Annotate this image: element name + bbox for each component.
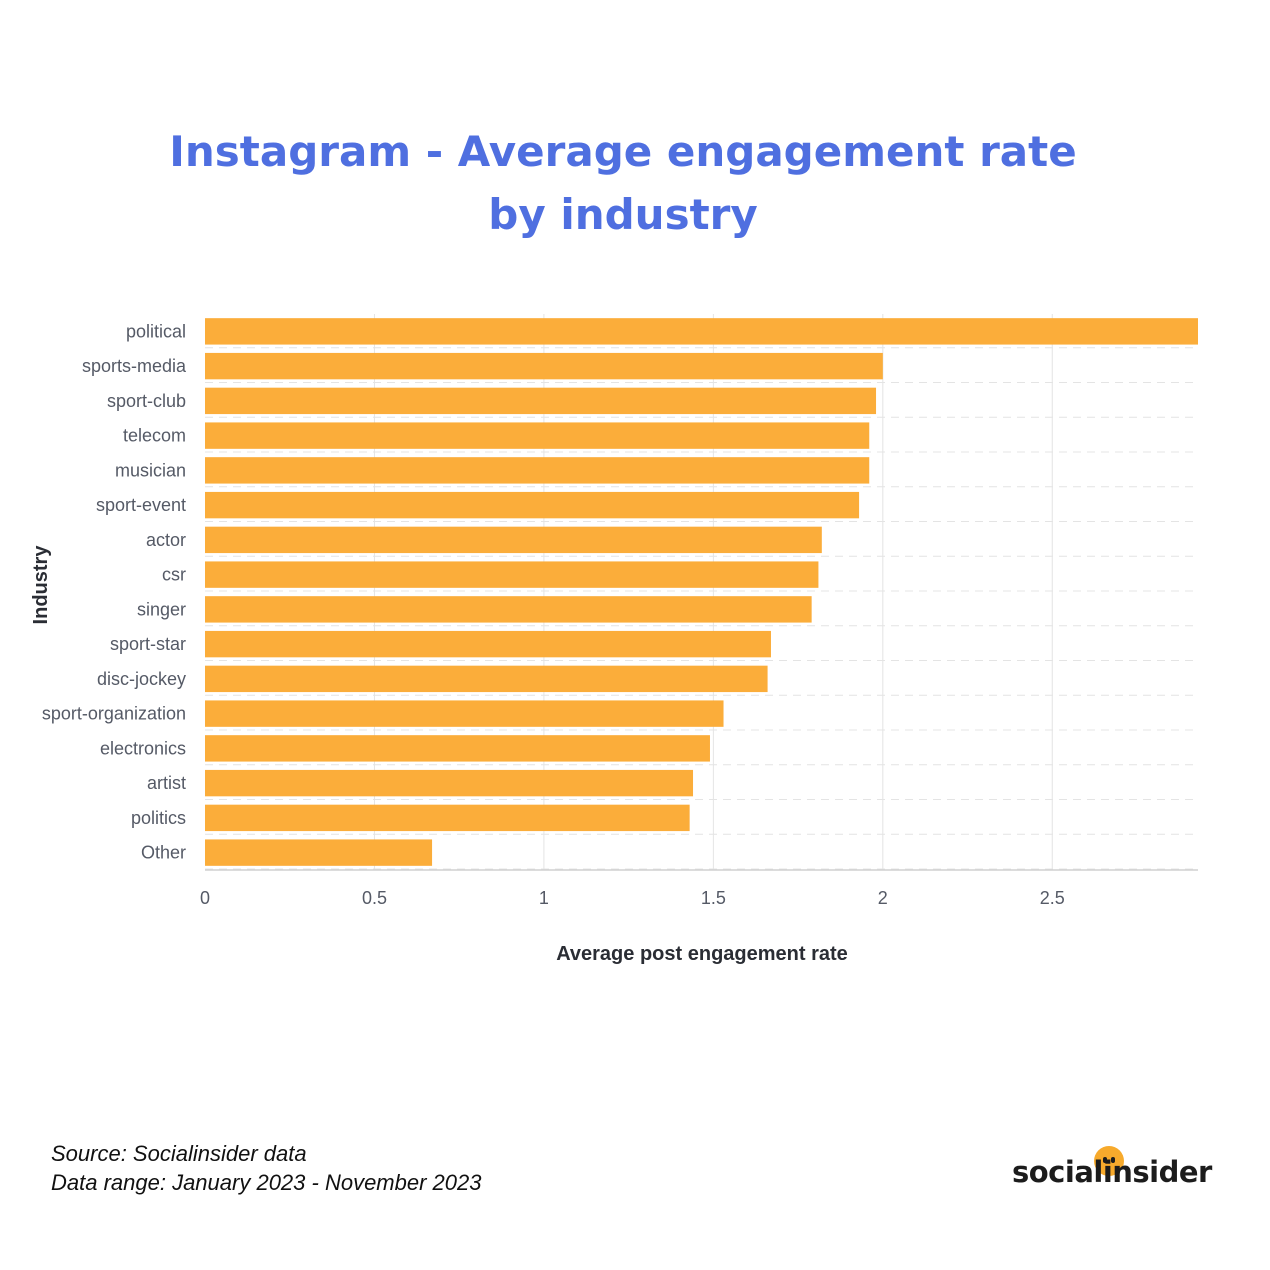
bar-sport-star xyxy=(205,630,771,658)
x-axis-title: Average post engagement rate xyxy=(556,943,848,965)
y-tick-label: sport-organization xyxy=(42,704,186,724)
source-note: Source: Socialinsider data Data range: J… xyxy=(51,1139,481,1197)
bar-electronics xyxy=(205,735,710,762)
x-tick-label: 2 xyxy=(878,888,888,908)
x-tick-label: 0.5 xyxy=(362,888,387,908)
bar-chart: political sports-media sport-club telecom mu… xyxy=(30,314,1198,965)
chart-bars xyxy=(205,318,1198,866)
bar-musician xyxy=(205,457,870,484)
y-tick-label: musician xyxy=(115,460,186,480)
x-tick-label: 1.5 xyxy=(701,888,726,908)
y-axis-title: Industry xyxy=(30,545,52,625)
y-tick-label: telecom xyxy=(123,426,186,446)
bar-singer xyxy=(205,596,812,623)
logo-face-icon xyxy=(1094,1146,1124,1176)
bar-sport-organization xyxy=(205,700,724,727)
y-axis-tick-labels: political sports-media sport-club telecom mu… xyxy=(42,321,187,862)
bar-Other xyxy=(205,839,433,866)
chart-title-line-2: by industry xyxy=(488,190,758,239)
y-tick-label: politics xyxy=(131,808,186,828)
x-tick-label: 1 xyxy=(539,888,549,908)
y-tick-label: sport-event xyxy=(96,495,186,515)
source-text: Source: Socialinsider data xyxy=(51,1141,307,1166)
bar-sport-event xyxy=(205,491,860,519)
y-tick-label: actor xyxy=(146,530,186,550)
bar-disc-jockey xyxy=(205,665,768,693)
y-tick-label: Other xyxy=(141,843,186,863)
chart-title-line-1: Instagram - Average engagement rate xyxy=(169,127,1077,176)
bar-telecom xyxy=(205,422,870,449)
bar-political xyxy=(205,318,1198,345)
y-tick-label: csr xyxy=(162,565,186,585)
y-tick-label: political xyxy=(126,321,186,341)
y-tick-label: electronics xyxy=(100,738,186,758)
y-tick-label: sports-media xyxy=(82,356,187,376)
y-tick-label: disc-jockey xyxy=(97,669,186,689)
y-tick-label: singer xyxy=(137,599,186,619)
bar-csr xyxy=(205,561,819,588)
x-axis-tick-labels: 0 0.5 1 1.5 2 2.5 xyxy=(200,888,1065,908)
bar-artist xyxy=(205,769,694,797)
bar-sports-media xyxy=(205,352,883,380)
logo-text: socialinsider xyxy=(1012,1155,1212,1189)
y-tick-label: artist xyxy=(147,773,186,793)
chart-grid xyxy=(205,314,1198,870)
socialinsider-logo: socialinsider xyxy=(1012,1140,1222,1200)
bar-politics xyxy=(205,804,690,832)
chart-title: Instagram - Average engagement rate by i… xyxy=(0,120,1246,246)
data-range-text: Data range: January 2023 - November 2023 xyxy=(51,1170,482,1195)
bar-actor xyxy=(205,526,822,554)
bar-sport-club xyxy=(205,387,877,415)
y-tick-label: sport-club xyxy=(107,391,186,411)
x-tick-label: 2.5 xyxy=(1040,888,1065,908)
x-tick-label: 0 xyxy=(200,888,210,908)
y-tick-label: sport-star xyxy=(110,634,186,654)
